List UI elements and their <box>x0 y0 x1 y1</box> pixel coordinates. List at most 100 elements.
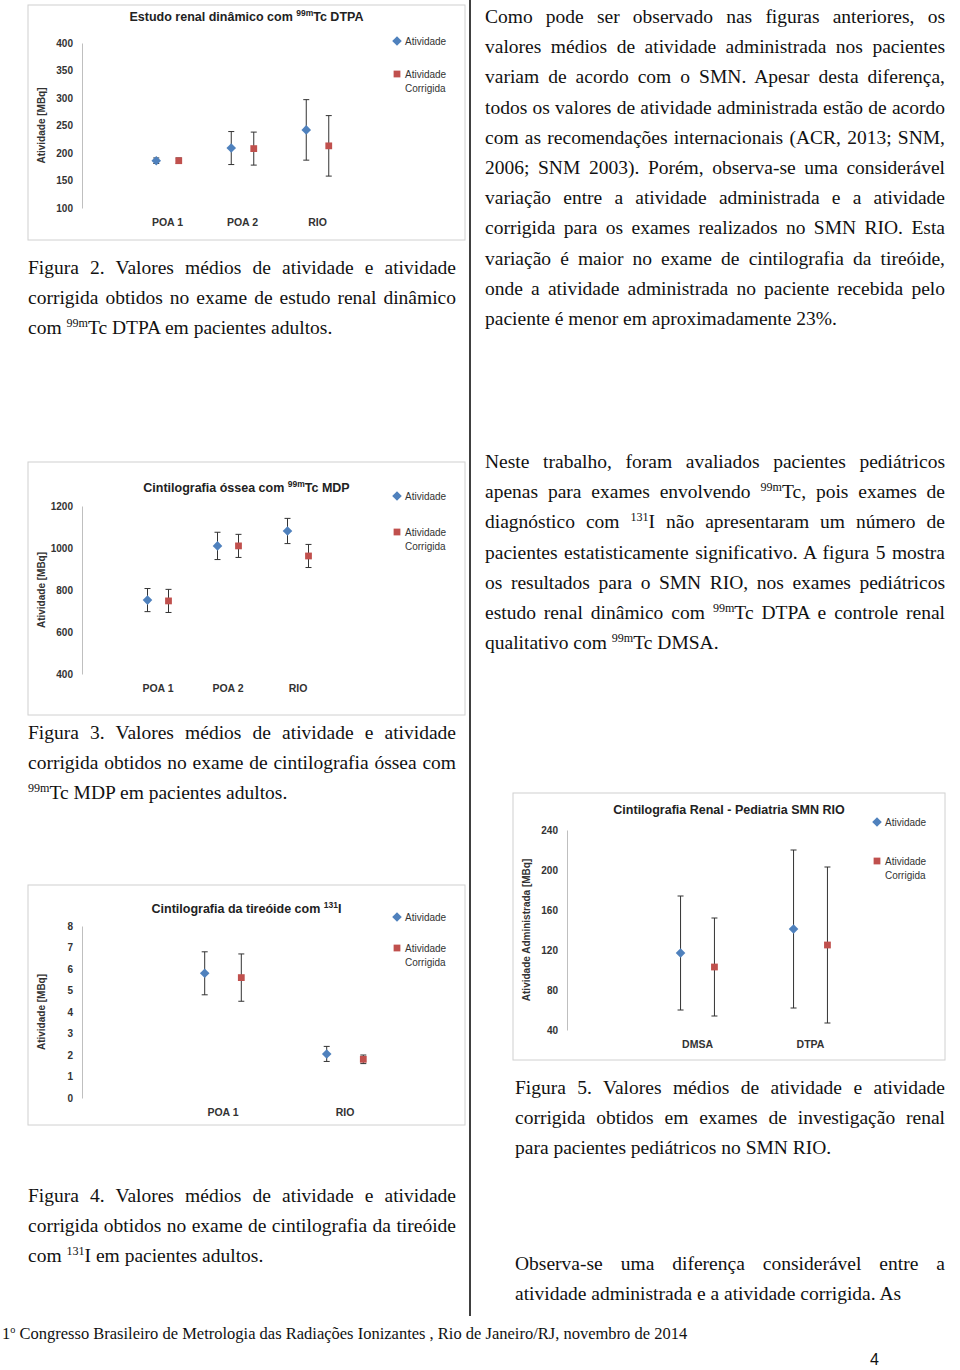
x-tick-label: DTPA <box>797 1038 825 1050</box>
y-tick: 800 <box>56 585 82 596</box>
error-bar <box>236 534 242 557</box>
error-cap <box>285 518 291 519</box>
text-run: Cintilografia da tireóide com <box>152 902 324 916</box>
series <box>151 100 311 166</box>
legend-label: Atividade <box>405 912 447 923</box>
error-bar <box>251 132 257 165</box>
y-tick: 120 <box>541 945 567 956</box>
y-axis-title: Atividade [MBq] <box>36 974 47 1050</box>
paragraph: Figura 4. Valores médios de atividade e … <box>28 1181 456 1272</box>
chart: Cintilografia óssea com 99mTc MDP4006008… <box>28 462 465 715</box>
y-tick-label: 7 <box>67 942 73 953</box>
point <box>305 553 312 560</box>
y-tick-label: 160 <box>541 905 558 916</box>
error-cap <box>360 1063 366 1064</box>
y-tick: 40 <box>547 1025 567 1036</box>
error-cap <box>791 1008 797 1009</box>
error-cap <box>678 896 684 897</box>
error-cap <box>215 559 221 560</box>
x-tick: DTPA <box>797 1030 825 1050</box>
error-cap <box>824 867 830 868</box>
y-tick-label: 120 <box>541 945 558 956</box>
y-tick-label: 400 <box>56 38 73 49</box>
legend-marker <box>394 71 401 78</box>
legend-line: Atividade <box>405 527 447 538</box>
text-run: Figura 3. Valores médios de atividade e … <box>28 722 456 773</box>
error-cap <box>326 176 332 177</box>
chart-frame <box>28 5 465 240</box>
x-tick-label: POA 2 <box>212 682 243 694</box>
y-tick-label: 300 <box>56 93 73 104</box>
legend-label: Atividade <box>405 491 447 502</box>
superscript: 99m <box>713 601 734 615</box>
text-run: Tc DTPA <box>313 10 363 24</box>
y-axis-title: Atividade Administrada [MBq] <box>521 859 532 1001</box>
legend-marker <box>394 945 401 952</box>
error-cap <box>791 850 797 851</box>
y-tick-label: 250 <box>56 120 73 131</box>
legend-line: Corrigida <box>885 870 926 881</box>
y-tick: 7 <box>67 942 82 953</box>
y-tick-label: 600 <box>56 627 73 638</box>
text-run: I em pacientes adultos. <box>85 1245 264 1266</box>
superscript: 99m <box>296 8 313 18</box>
point <box>235 543 242 550</box>
point <box>238 974 245 981</box>
plot-marks <box>200 952 367 1064</box>
y-tick: 160 <box>541 905 567 916</box>
error-cap <box>303 99 309 100</box>
footer-superscript: o <box>10 1324 15 1335</box>
superscript: 131 <box>630 511 648 525</box>
superscript: 99m <box>66 317 87 331</box>
plot-marks <box>143 518 312 612</box>
page: Estudo renal dinâmico com 99mTc DTPA1001… <box>0 0 960 1370</box>
legend-line: Atividade <box>885 856 927 867</box>
y-tick: 2 <box>67 1050 82 1061</box>
y-tick: 0 <box>67 1093 82 1104</box>
error-bar <box>824 867 830 1023</box>
text-run: Cintilografia Renal - Pediatria SMN RIO <box>613 803 845 817</box>
error-cap <box>678 1010 684 1011</box>
y-tick-label: 240 <box>541 825 558 836</box>
x-tick-label: RIO <box>289 682 308 694</box>
text-run: Figura 5. Valores médios de atividade e … <box>515 1077 945 1158</box>
x-tick: RIO <box>308 208 327 228</box>
legend-label: Atividade <box>885 817 927 828</box>
point <box>301 125 311 135</box>
superscript: 131 <box>66 1245 84 1259</box>
y-tick: 80 <box>547 985 567 996</box>
footer: 1o Congresso Brasileiro de Metrologia da… <box>2 1324 687 1344</box>
y-tick: 200 <box>56 148 82 159</box>
paragraph: Neste trabalho, foram avaliados paciente… <box>485 447 945 658</box>
x-tick-label: RIO <box>336 1106 355 1118</box>
y-tick-label: 1200 <box>51 501 74 512</box>
error-cap <box>238 1001 244 1002</box>
error-cap <box>166 612 172 613</box>
point <box>213 541 223 551</box>
y-axis: 100150200250300350400 <box>56 38 82 214</box>
error-cap <box>285 543 291 544</box>
error-cap <box>324 1046 330 1047</box>
point <box>676 948 686 958</box>
y-tick-label: 40 <box>547 1025 559 1036</box>
point <box>175 157 182 164</box>
y-axis-title: Atividade [MBq] <box>36 87 47 163</box>
point <box>824 942 831 949</box>
x-tick-label: POA 1 <box>142 682 173 694</box>
text-run: Observa-se uma diferença considerável en… <box>515 1253 945 1304</box>
y-tick-label: 1 <box>67 1071 73 1082</box>
error-cap <box>303 160 309 161</box>
y-tick: 4 <box>67 1007 82 1018</box>
plot-marks <box>676 850 831 1023</box>
x-axis: POA 1RIO <box>207 1098 354 1118</box>
y-tick-label: 4 <box>67 1007 73 1018</box>
error-cap <box>145 588 151 589</box>
legend-label: AtividadeCorrigida <box>405 527 447 552</box>
chart-title: Cintilografia óssea com 99mTc MDP <box>143 479 349 495</box>
column-divider <box>469 0 471 1316</box>
x-axis: DMSADTPA <box>682 1030 825 1050</box>
paragraph: Como pode ser observado nas figuras ante… <box>485 2 945 334</box>
y-tick: 1000 <box>51 543 82 554</box>
legend-line: Corrigida <box>405 83 446 94</box>
chart-frame <box>28 885 465 1125</box>
